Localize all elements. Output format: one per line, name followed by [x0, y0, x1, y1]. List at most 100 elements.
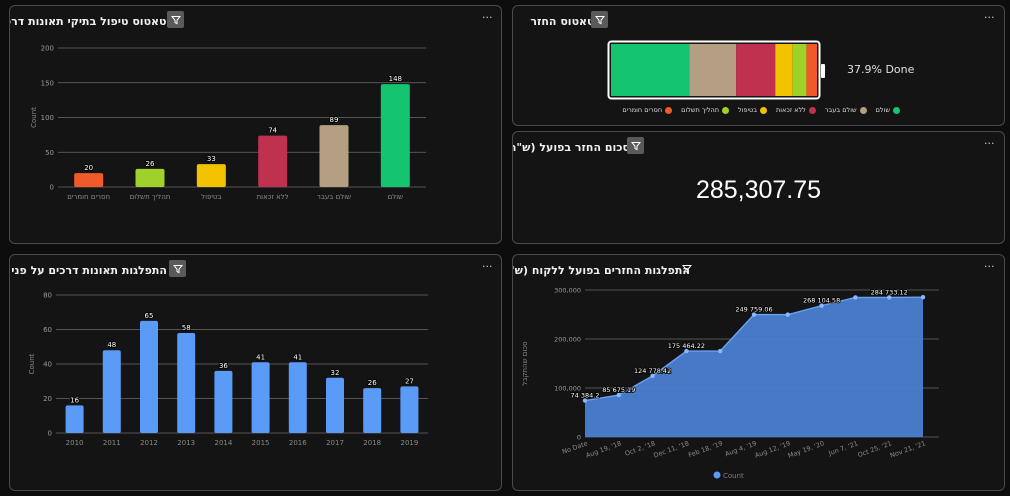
data-label: 26: [368, 379, 377, 387]
legend-dot: [893, 106, 900, 114]
data-label: 41: [293, 353, 302, 361]
x-tick-label: 2010: [66, 439, 84, 447]
data-point: [819, 303, 824, 308]
battery-segment: [792, 44, 807, 96]
legend-item[interactable]: תהליך תשלום: [681, 106, 730, 114]
bar: [140, 320, 158, 433]
done-percentage: 37.9% Done: [847, 63, 915, 76]
bar: [363, 388, 382, 433]
y-axis-label: Count: [28, 353, 36, 374]
x-tick-label: 2017: [326, 439, 344, 447]
more-options-icon[interactable]: ···: [984, 137, 995, 150]
y-tick-label: 20: [43, 395, 52, 403]
legend-item[interactable]: חסרים חומרים: [622, 106, 673, 114]
bar: [74, 173, 104, 187]
filter-icon[interactable]: [169, 260, 186, 277]
data-label: 85 675.19: [602, 386, 635, 394]
legend-dot: [722, 106, 730, 114]
data-label: 124 778.42: [634, 367, 671, 375]
x-tick-label: ללא זכאות: [257, 193, 289, 201]
filter-icon[interactable]: [591, 11, 608, 28]
filter-icon[interactable]: [167, 11, 184, 28]
legend-item[interactable]: ללא זכאות: [776, 106, 816, 114]
battery-segment: [736, 44, 776, 96]
legend-label: חסרים חומרים: [622, 106, 663, 114]
legend-label: ללא זכאות: [776, 106, 806, 114]
more-options-icon[interactable]: ···: [482, 260, 493, 273]
data-point: [684, 348, 689, 354]
data-point: [718, 348, 723, 354]
data-point: [582, 398, 588, 403]
y-tick-label: 50: [45, 149, 54, 157]
x-tick-label: Nov 21, '21: [889, 439, 927, 459]
x-tick-label: 2012: [140, 439, 158, 447]
y-axis-label: סכום שהתקבל: [521, 341, 529, 386]
x-tick-label: 2016: [289, 439, 307, 447]
y-tick-label: 0: [577, 434, 581, 442]
bar: [258, 135, 288, 187]
data-point: [920, 294, 926, 300]
data-label: 33: [207, 155, 216, 163]
refund-sum-value: 285,307.75: [695, 176, 822, 204]
y-tick-label: 60: [43, 326, 52, 334]
bar: [135, 168, 165, 187]
legend-label: תהליך תשלום: [681, 106, 720, 114]
x-tick-label: Jun 7, '21: [827, 439, 859, 457]
legend-item[interactable]: בטיפול: [738, 106, 767, 114]
data-point: [785, 312, 790, 317]
bar: [319, 125, 349, 187]
status-handling-title: סטאטוס טיפול בתיקי תאונות דרכים: [9, 15, 174, 28]
y-tick-label: 40: [43, 361, 52, 369]
battery-outline: [607, 40, 821, 100]
data-label: 65: [145, 312, 154, 320]
y-axis-label: Count: [30, 107, 38, 128]
refund-status-legend: שולם שולם בעבר ללא זכאות בטיפול תהליך תשלום ח…: [613, 106, 900, 114]
y-tick-label: 100,000: [554, 385, 581, 393]
bar: [326, 377, 344, 433]
data-label: 58: [182, 324, 191, 332]
y-tick-label: 150: [41, 79, 54, 87]
y-tick-label: 0: [50, 184, 54, 192]
y-tick-label: 300,000: [554, 287, 581, 295]
data-label: 32: [331, 369, 340, 377]
more-options-icon[interactable]: ···: [984, 11, 995, 24]
filter-icon[interactable]: [627, 137, 644, 154]
bar: [400, 386, 419, 433]
status-handling-chart: 0 50 100 150 200 Count 20 חסרים חומרים 26 תהליך ת…: [30, 45, 426, 201]
data-point: [887, 295, 892, 300]
refund-status-battery-chart: [607, 40, 825, 100]
x-tick-label: חסרים חומרים: [67, 193, 110, 201]
legend-item[interactable]: שולם בעבר: [825, 106, 867, 114]
bar: [288, 362, 307, 433]
x-tick-label: 2011: [103, 439, 121, 447]
legend-dot: [665, 106, 673, 114]
bar: [102, 350, 121, 433]
data-label: 284 733.12: [871, 288, 908, 296]
bar: [65, 405, 84, 433]
data-point: [616, 392, 621, 398]
data-label: 27: [405, 377, 414, 385]
legend-label: Count: [723, 472, 744, 480]
data-point: [650, 373, 655, 379]
data-label: 74 384.2: [571, 392, 600, 400]
more-options-icon[interactable]: ···: [984, 260, 995, 273]
legend-label: בטיפול: [738, 106, 757, 114]
data-label: 48: [107, 341, 116, 349]
battery-segment: [689, 44, 737, 96]
refunds-per-client-title: התפלגות החזרים בפועל ללקוח (ש"ח): [512, 264, 690, 277]
refund-status-title: סטאטוס החזר: [530, 15, 602, 28]
data-label: 148: [389, 75, 402, 83]
y-tick-label: 200: [41, 45, 54, 53]
x-tick-label: Feb 18, '19: [687, 439, 724, 459]
data-label: 249 759.06: [735, 306, 772, 314]
x-tick-label: 2015: [252, 439, 270, 447]
x-tick-label: בטיפול: [201, 193, 221, 201]
more-options-icon[interactable]: ···: [482, 11, 493, 24]
filter-icon[interactable]: [678, 260, 695, 277]
battery-cap: [821, 64, 825, 78]
legend-item[interactable]: שולם: [876, 106, 900, 114]
legend-dot: [808, 106, 816, 114]
x-tick-label: תהליך תשלום: [130, 193, 171, 201]
refund-sum-panel: סכום החזר בפועל (ש"ח) ··· 285,307.75: [512, 131, 1005, 244]
refunds-per-client-panel: התפלגות החזרים בפועל ללקוח (ש"ח) ··· 0 10…: [512, 254, 1005, 491]
